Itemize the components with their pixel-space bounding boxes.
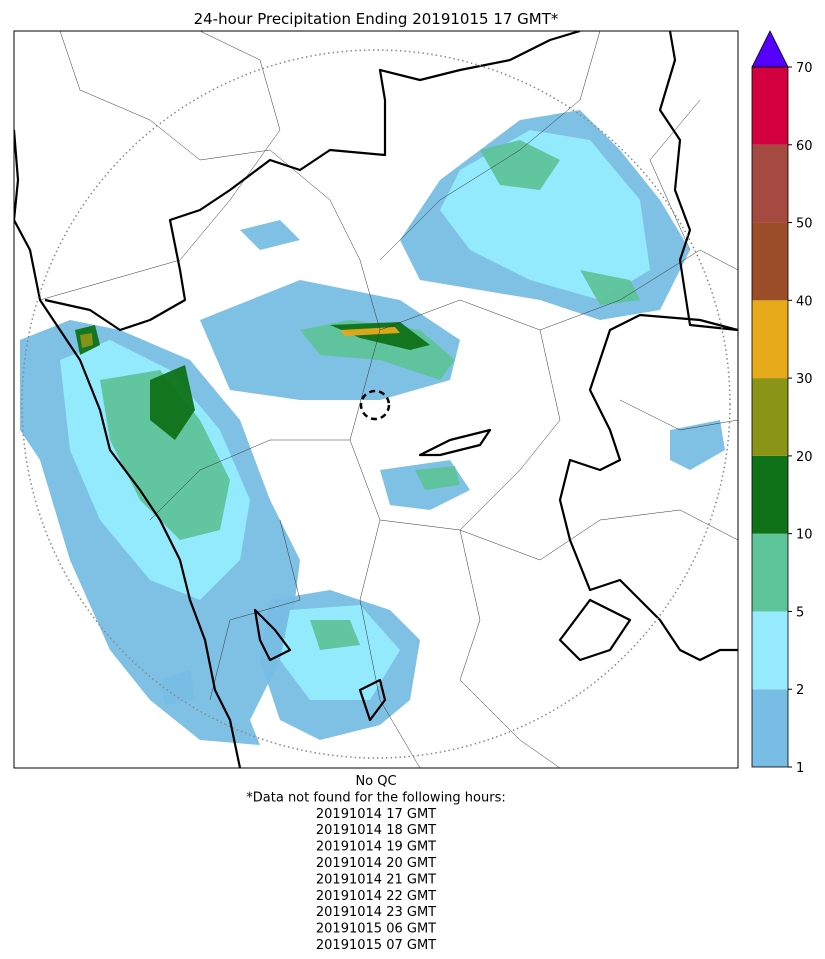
colorbar-tick-label: 70 — [796, 61, 813, 76]
colorbar-frame — [751, 66, 789, 768]
colorbar-tick-label: 5 — [796, 605, 804, 620]
colorbar-segment — [752, 611, 788, 690]
colorbar-tick-label: 50 — [796, 217, 813, 232]
footer: No QC*Data not found for the following h… — [246, 774, 505, 953]
map-frame — [13, 30, 739, 769]
colorbar-tick-label: 10 — [796, 528, 813, 543]
map — [14, 31, 738, 768]
colorbar-segment — [752, 222, 788, 301]
footer-line: No QC — [355, 774, 396, 789]
colorbar: 1 2 5 10 20 30 40 50 60 70 — [751, 30, 813, 776]
colorbar-tick-label: 1 — [796, 761, 804, 776]
radar-range — [21, 49, 731, 759]
footer-line: 20191014 22 GMT — [316, 889, 436, 904]
footer-line: 20191015 07 GMT — [316, 938, 436, 953]
title: 24-hour Precipitation Ending 20191015 17… — [194, 10, 559, 28]
colorbar-segment — [752, 689, 788, 767]
colorbar-tick-label: 60 — [796, 139, 813, 154]
footer-line: 20191014 20 GMT — [316, 856, 436, 871]
radar-site — [359, 389, 391, 421]
colorbar-segment — [752, 378, 788, 456]
footer-line: 20191014 18 GMT — [316, 823, 436, 838]
colorbar-segment — [752, 300, 788, 379]
colorbar-segment — [752, 455, 788, 534]
footer-line: 20191014 23 GMT — [316, 905, 436, 920]
colorbar-segment — [752, 67, 788, 145]
state-borders — [14, 31, 738, 768]
footer-line: 20191014 17 GMT — [316, 807, 436, 822]
colorbar-segment — [752, 533, 788, 612]
footer-line: 20191015 06 GMT — [316, 922, 436, 937]
colorbar-tick-label: 2 — [796, 683, 804, 698]
footer-line: 20191014 21 GMT — [316, 872, 436, 887]
footer-line: *Data not found for the following hours: — [246, 790, 505, 805]
precipitation-field — [20, 110, 725, 745]
colorbar-tick-label: 40 — [796, 294, 813, 309]
colorbar-extend — [751, 30, 789, 68]
colorbar-tick-label: 30 — [796, 372, 813, 387]
colorbar-segment — [752, 144, 788, 223]
colorbar-tick-label: 20 — [796, 450, 813, 465]
footer-line: 20191014 19 GMT — [316, 840, 436, 855]
